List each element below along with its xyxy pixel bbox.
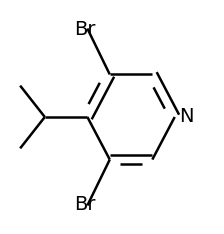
Text: Br: Br [74,20,96,39]
Text: N: N [179,107,194,127]
Text: Br: Br [74,195,96,214]
